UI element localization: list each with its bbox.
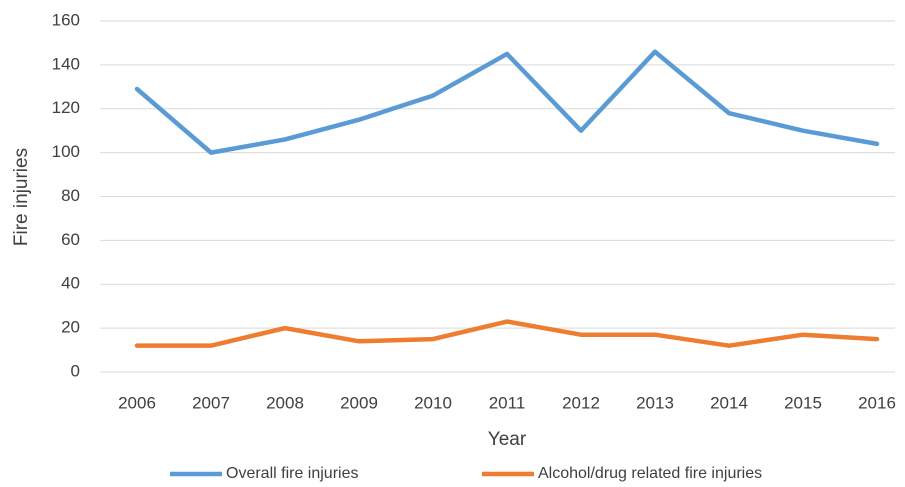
y-tick-label: 160 (52, 10, 80, 29)
x-tick-label: 2011 (489, 393, 526, 412)
y-tick-label: 80 (61, 186, 80, 205)
y-tick-label: 40 (61, 274, 80, 293)
line (134, 49, 880, 155)
y-tick-label: 60 (61, 230, 80, 249)
y-tick-label: 0 (71, 361, 80, 380)
legend-label: Overall fire injuries (226, 465, 358, 482)
y-tick-label: 140 (52, 54, 80, 73)
line (134, 319, 880, 348)
x-tick-label: 2008 (266, 393, 304, 412)
x-tick-label: 2013 (636, 393, 674, 412)
y-tick-label: 100 (52, 142, 80, 161)
y-tick-label: 120 (52, 98, 80, 117)
y-axis-label: Fire injuries (11, 148, 32, 246)
x-tick-label: 2009 (340, 393, 378, 412)
x-tick-label: 2010 (414, 393, 452, 412)
x-tick-label: 2015 (784, 393, 822, 412)
x-tick-label: 2007 (192, 393, 230, 412)
x-tick-label: 2006 (118, 393, 156, 412)
y-tick-label: 20 (61, 318, 80, 337)
x-axis-label: Year (488, 429, 527, 450)
x-tick-label: 2014 (710, 393, 748, 412)
legend-label: Alcohol/drug related fire injuries (538, 465, 762, 482)
x-tick-label: 2012 (562, 393, 600, 412)
x-tick-label: 2016 (858, 393, 896, 412)
